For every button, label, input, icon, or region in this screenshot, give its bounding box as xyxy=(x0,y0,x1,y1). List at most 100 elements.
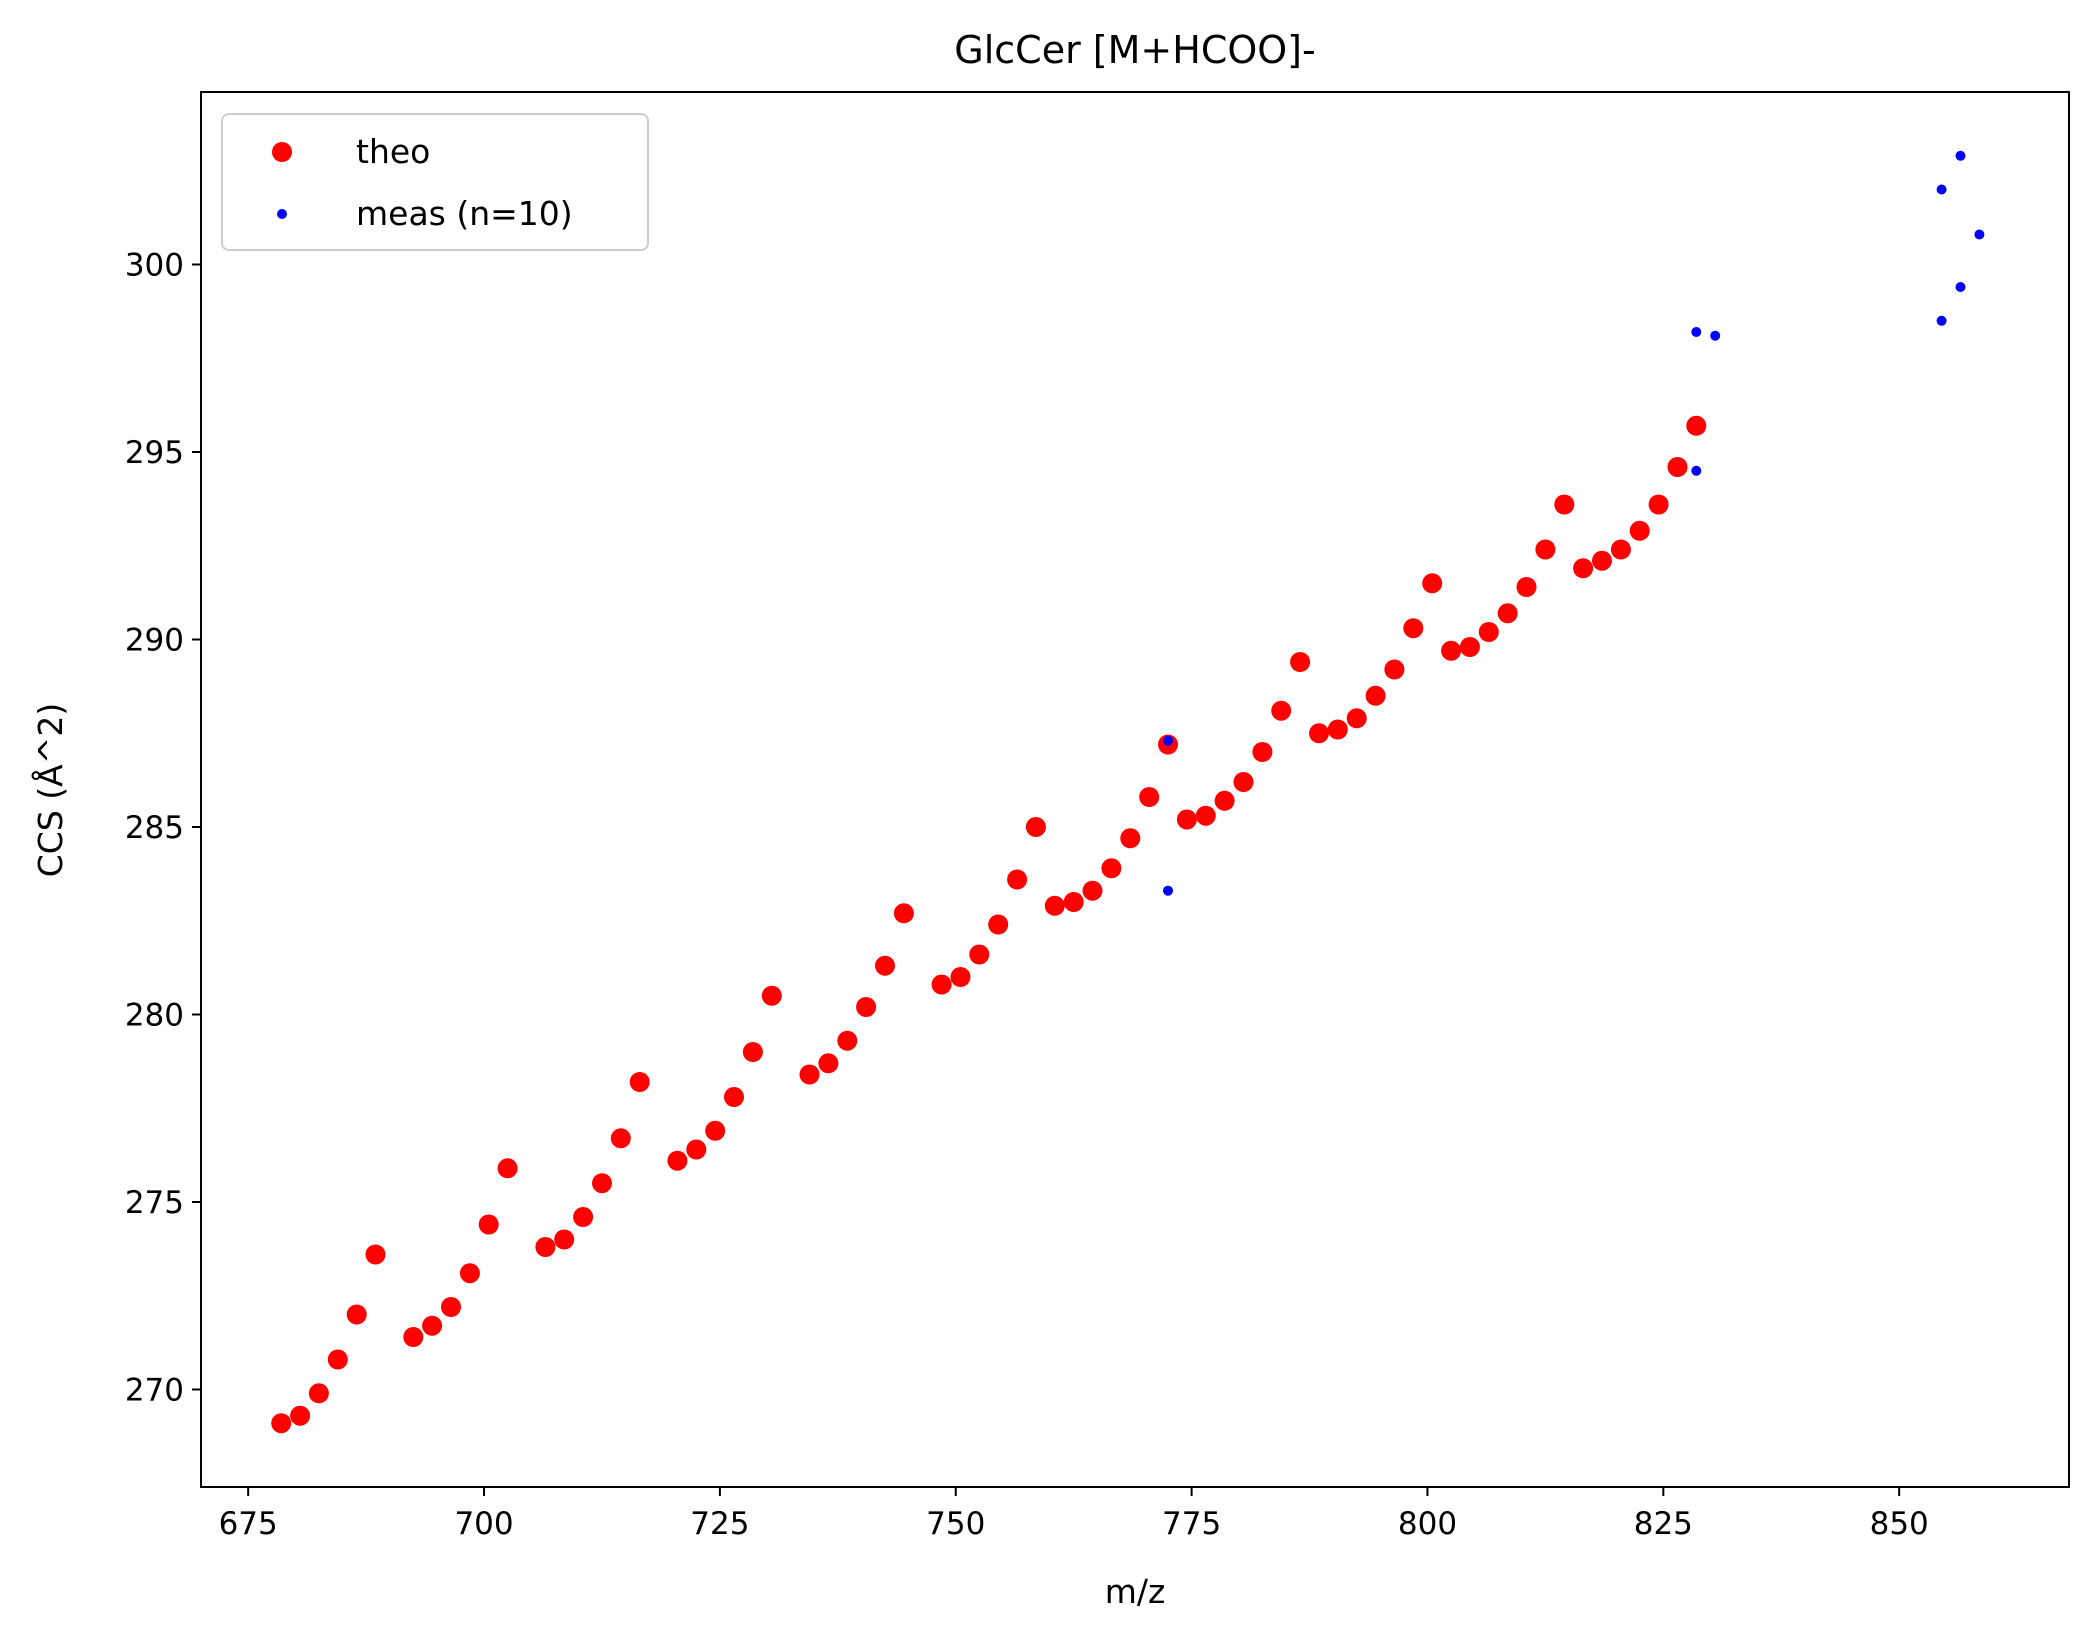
theo-point xyxy=(1686,415,1707,436)
theo-point xyxy=(1648,494,1669,515)
theo-point xyxy=(742,1042,763,1062)
theo-point xyxy=(1573,558,1594,579)
x-axis-ticks: 675 700 725 750 775 800 825 850 xyxy=(219,1487,1929,1542)
theo-point xyxy=(893,903,914,924)
legend-marker-meas xyxy=(277,209,287,219)
theo-point xyxy=(1497,603,1518,624)
meas-point xyxy=(1955,150,1966,161)
theo-point xyxy=(1422,573,1443,594)
legend-marker-theo xyxy=(272,142,292,162)
theo-point xyxy=(1403,618,1424,639)
theo-point xyxy=(1063,892,1084,912)
theo-point xyxy=(705,1120,726,1141)
theo-point xyxy=(1025,817,1046,837)
theo-point xyxy=(308,1383,329,1404)
theo-point xyxy=(459,1263,480,1284)
x-axis-label: m/z xyxy=(1105,1572,1166,1611)
plot-area xyxy=(271,150,1985,1434)
x-tick-label: 700 xyxy=(454,1506,513,1542)
theo-point xyxy=(1139,787,1160,807)
theo-point xyxy=(1384,659,1405,680)
theo-point xyxy=(610,1128,631,1149)
x-tick-label: 775 xyxy=(1162,1506,1221,1542)
theo-point xyxy=(441,1297,461,1317)
theo-point xyxy=(592,1173,612,1194)
theo-point xyxy=(1252,742,1273,762)
theo-point xyxy=(1459,637,1480,657)
theo-point xyxy=(1365,685,1386,706)
theo-point xyxy=(1309,723,1329,744)
theo-point xyxy=(1327,719,1348,740)
theo-point xyxy=(422,1315,443,1336)
theo-point xyxy=(1176,809,1197,830)
theo-point xyxy=(1667,457,1688,477)
meas-point xyxy=(1163,735,1173,746)
theo-point xyxy=(1346,708,1367,729)
theo-point xyxy=(497,1158,518,1179)
meas-point xyxy=(1691,327,1702,337)
x-tick-label: 825 xyxy=(1634,1506,1693,1542)
theo-point xyxy=(1478,622,1499,642)
theo-point xyxy=(1044,895,1065,916)
y-tick-label: 275 xyxy=(125,1185,184,1221)
theo-point xyxy=(629,1072,650,1092)
x-tick-label: 800 xyxy=(1398,1506,1457,1542)
theo-point xyxy=(837,1030,858,1051)
theo-point xyxy=(1629,520,1650,541)
theo-point xyxy=(1271,700,1292,721)
y-tick-label: 290 xyxy=(125,623,184,659)
y-tick-label: 280 xyxy=(125,998,184,1034)
meas-point xyxy=(1955,282,1966,292)
theo-point xyxy=(327,1349,348,1370)
meas-point xyxy=(1936,315,1947,326)
theo-point xyxy=(1554,494,1575,515)
x-tick-label: 750 xyxy=(926,1506,985,1542)
theo-point xyxy=(1082,880,1103,901)
legend: theo meas (n=10) xyxy=(221,113,649,251)
theo-point xyxy=(1516,577,1537,597)
theo-point xyxy=(1101,858,1122,879)
theo-point xyxy=(799,1064,820,1085)
theo-point xyxy=(478,1214,499,1235)
theo-point xyxy=(875,955,895,976)
y-tick-label: 300 xyxy=(125,248,184,284)
theo-point xyxy=(1535,539,1556,560)
series-theo xyxy=(271,415,1707,1434)
theo-point xyxy=(290,1405,311,1426)
theo-point xyxy=(346,1304,367,1325)
theo-point xyxy=(1610,539,1631,560)
theo-point xyxy=(1592,550,1612,571)
theo-point xyxy=(554,1229,575,1250)
y-axis-ticks: 270 275 280 285 290 295 300 xyxy=(125,248,201,1409)
theo-point xyxy=(365,1244,386,1265)
theo-point xyxy=(1007,869,1028,890)
legend-box xyxy=(221,113,649,251)
y-tick-label: 270 xyxy=(125,1373,184,1409)
theo-point xyxy=(856,997,877,1017)
legend-label-theo: theo xyxy=(356,132,430,171)
theo-point xyxy=(761,985,782,1006)
series-meas xyxy=(1163,150,1985,896)
theo-point xyxy=(969,944,990,965)
theo-point xyxy=(271,1413,292,1434)
y-tick-label: 295 xyxy=(125,435,184,471)
theo-point xyxy=(818,1053,839,1074)
theo-point xyxy=(535,1237,556,1257)
meas-point xyxy=(1974,229,1985,240)
chart-title: GlcCer [M+HCOO]- xyxy=(954,28,1315,72)
y-axis-label: CCS (Å^2) xyxy=(30,703,70,878)
theo-point xyxy=(1120,828,1141,849)
theo-point xyxy=(686,1139,707,1160)
y-tick-label: 285 xyxy=(125,810,184,846)
legend-label-meas: meas (n=10) xyxy=(356,194,573,233)
theo-point xyxy=(1195,805,1216,826)
theo-point xyxy=(1214,790,1235,811)
meas-point xyxy=(1691,465,1702,476)
theo-point xyxy=(403,1327,424,1347)
meas-point xyxy=(1936,184,1947,195)
theo-point xyxy=(1441,640,1462,661)
theo-point xyxy=(724,1087,744,1107)
